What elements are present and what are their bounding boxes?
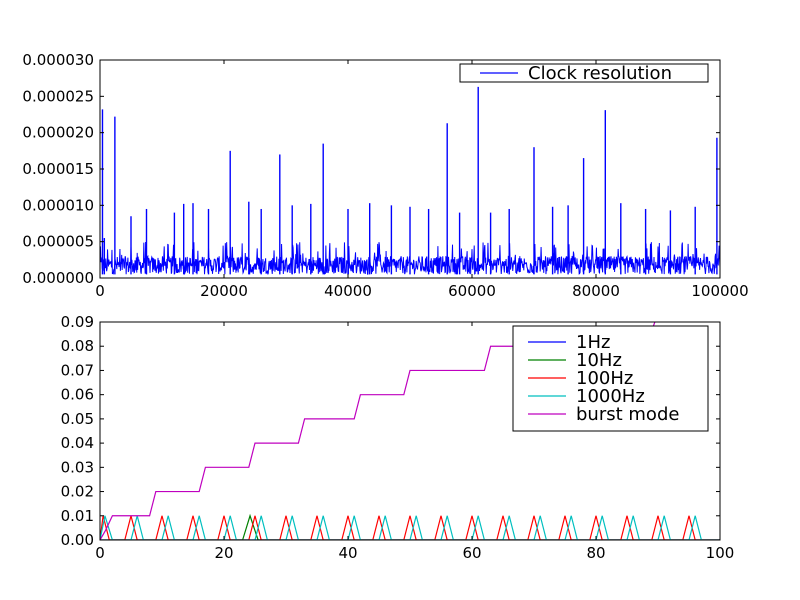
y-tick-label: 0.000025 bbox=[22, 87, 94, 105]
y-tick-label: 0.00 bbox=[61, 531, 94, 549]
y-tick-label: 0.000030 bbox=[22, 51, 94, 69]
x-tick-label: 80000 bbox=[572, 282, 620, 300]
legend-label-100hz: 100Hz bbox=[576, 368, 633, 389]
x-tick-label: 60 bbox=[462, 544, 481, 562]
series-line-10hz bbox=[100, 513, 720, 540]
bottom-x-ticks: 0 20 40 60 80 100 bbox=[95, 322, 734, 562]
bottom-axes-frame bbox=[99, 321, 721, 541]
y-tick-label: 0.07 bbox=[61, 361, 94, 379]
legend-label-1hz: 1Hz bbox=[576, 332, 610, 353]
y-tick-label: 0.000010 bbox=[22, 196, 94, 214]
x-tick-label: 20000 bbox=[200, 282, 248, 300]
top-legend: Clock resolution bbox=[459, 63, 709, 84]
legend-label-1000hz: 1000Hz bbox=[576, 386, 645, 407]
x-tick-label: 40000 bbox=[324, 282, 372, 300]
series-line-1000hz bbox=[100, 515, 720, 540]
y-tick-label: 0.04 bbox=[61, 434, 94, 452]
y-tick-label: 0.000020 bbox=[22, 124, 94, 142]
x-tick-label: 0 bbox=[95, 544, 105, 562]
x-tick-label: 100 bbox=[706, 544, 735, 562]
y-tick-label: 0.03 bbox=[61, 458, 94, 476]
y-tick-label: 0.09 bbox=[61, 313, 94, 331]
legend-label-burst-mode: burst mode bbox=[576, 404, 679, 425]
y-tick-label: 0.06 bbox=[61, 386, 94, 404]
x-tick-label: 60000 bbox=[448, 282, 496, 300]
x-tick-label: 0 bbox=[95, 282, 105, 300]
y-tick-label: 0.000000 bbox=[22, 269, 94, 287]
y-tick-label: 0.05 bbox=[61, 410, 94, 428]
series-line-burst-mode bbox=[100, 322, 657, 540]
y-tick-label: 0.000015 bbox=[22, 160, 94, 178]
x-tick-label: 40 bbox=[338, 544, 357, 562]
legend-label-10hz: 10Hz bbox=[576, 350, 622, 371]
x-tick-label: 100000 bbox=[691, 282, 748, 300]
top-series-group bbox=[100, 86, 720, 276]
x-tick-label: 20 bbox=[214, 544, 233, 562]
bottom-chart: 0 20 40 60 80 100 0.000.010.020.030.040.050.0… bbox=[61, 313, 735, 562]
series-line-100hz bbox=[100, 515, 720, 540]
y-tick-label: 0.02 bbox=[61, 483, 94, 501]
top-y-ticks: 0.000000 0.000005 0.000010 0.000015 0.000020… bbox=[22, 51, 720, 287]
y-tick-label: 0.08 bbox=[61, 337, 94, 355]
top-x-ticks: 0 20000 40000 60000 80000 100000 bbox=[95, 60, 749, 300]
bottom-series-group bbox=[100, 322, 720, 540]
legend-label-clock-resolution: Clock resolution bbox=[528, 63, 672, 84]
top-legend-box bbox=[459, 63, 709, 83]
x-tick-label: 80 bbox=[586, 544, 605, 562]
bottom-y-ticks: 0.00 0.01 0.02 0.03 0.04 0.05 0.06 0.07 0.08 0.09 bbox=[61, 313, 720, 549]
top-chart: 0 20000 40000 60000 80000 100000 0.0000000.00… bbox=[22, 51, 748, 300]
bottom-legend: 1Hz 10Hz 100Hz 1000Hz burst mode bbox=[512, 325, 709, 432]
y-tick-label: 0.000005 bbox=[22, 233, 94, 251]
y-tick-label: 0.01 bbox=[61, 507, 94, 525]
